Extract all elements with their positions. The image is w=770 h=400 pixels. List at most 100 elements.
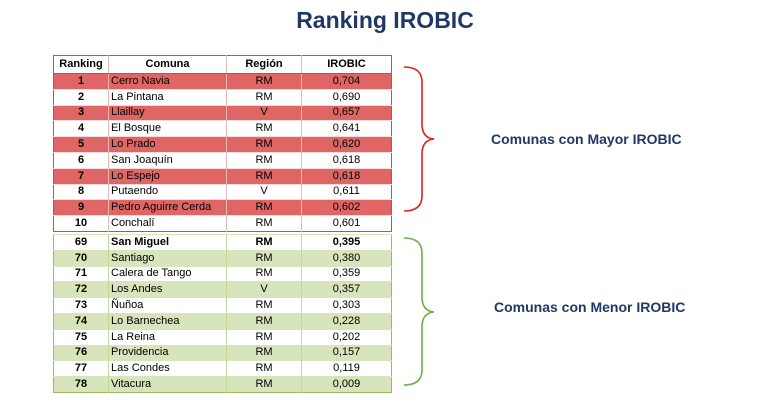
comuna-cell: Calera de Tango <box>108 265 227 282</box>
rank-cell: 75 <box>53 328 109 346</box>
rank-cell: 7 <box>53 167 109 185</box>
region-cell: RM <box>226 344 302 361</box>
rank-cell: 4 <box>53 120 109 137</box>
region-cell: RM <box>226 151 302 169</box>
table-header-row: Ranking Comuna Región IROBIC <box>53 55 392 74</box>
table-row: 77 Las Condes RM 0,119 <box>53 360 392 377</box>
irobic-cell: 0,228 <box>301 312 392 330</box>
irobic-cell: 0,641 <box>301 120 392 137</box>
rank-cell: 8 <box>53 183 109 200</box>
rank-cell: 3 <box>53 104 109 121</box>
bottom-ranking-table: 69 San Miguel RM 0,395 70 Santiago RM 0,380 71 Ca… <box>53 234 392 393</box>
region-cell: RM <box>226 360 302 377</box>
table-row: 6 San Joaquín RM 0,618 <box>53 151 392 169</box>
irobic-cell: 0,359 <box>301 265 392 282</box>
comuna-cell: San Joaquín <box>108 151 227 169</box>
comuna-cell: Llaillay <box>108 104 227 121</box>
comuna-cell: Providencia <box>108 344 227 361</box>
rank-cell: 1 <box>53 73 109 90</box>
comuna-cell: Lo Barnechea <box>108 312 227 330</box>
region-cell: RM <box>226 73 302 90</box>
table-row: 71 Calera de Tango RM 0,359 <box>53 265 392 282</box>
table-row: 7 Lo Espejo RM 0,618 <box>53 167 392 185</box>
irobic-cell: 0,602 <box>301 199 392 216</box>
rank-cell: 77 <box>53 360 109 377</box>
table-row: 73 Ñuñoa RM 0,303 <box>53 297 392 314</box>
top-brace <box>403 66 435 212</box>
irobic-cell: 0,009 <box>301 376 392 393</box>
region-cell: V <box>226 104 302 121</box>
table-row: 10 Conchalí RM 0,601 <box>53 215 392 232</box>
table-row: 9 Pedro Aguirre Cerda RM 0,602 <box>53 199 392 216</box>
bottom-table-body: 69 San Miguel RM 0,395 70 Santiago RM 0,380 71 Ca… <box>53 234 392 393</box>
region-cell: RM <box>226 199 302 216</box>
table-row: 4 El Bosque RM 0,641 <box>53 120 392 137</box>
comuna-cell: Putaendo <box>108 183 227 200</box>
table-row: 74 Lo Barnechea RM 0,228 <box>53 312 392 330</box>
table-row: 78 Vitacura RM 0,009 <box>53 376 392 393</box>
bottom-group-label: Comunas con Menor IROBIC <box>494 299 686 315</box>
rank-cell: 71 <box>53 265 109 282</box>
irobic-cell: 0,704 <box>301 73 392 90</box>
table-row: 75 La Reina RM 0,202 <box>53 328 392 346</box>
comuna-cell: Vitacura <box>108 376 227 393</box>
table-row: 3 Llaillay V 0,657 <box>53 104 392 121</box>
region-cell: RM <box>226 88 302 106</box>
table-row: 5 Lo Prado RM 0,620 <box>53 136 392 153</box>
rank-cell: 9 <box>53 199 109 216</box>
region-cell: RM <box>226 234 302 251</box>
top-group-label: Comunas con Mayor IROBIC <box>491 131 682 147</box>
comuna-cell: La Pintana <box>108 88 227 106</box>
region-cell: RM <box>226 136 302 153</box>
table-row: 76 Providencia RM 0,157 <box>53 344 392 361</box>
irobic-cell: 0,303 <box>301 297 392 314</box>
region-cell: RM <box>226 215 302 232</box>
rank-cell: 10 <box>53 215 109 232</box>
rank-cell: 5 <box>53 136 109 153</box>
comuna-cell: Lo Prado <box>108 136 227 153</box>
irobic-cell: 0,657 <box>301 104 392 121</box>
header-comuna: Comuna <box>108 55 227 74</box>
region-cell: RM <box>226 120 302 137</box>
region-cell: RM <box>226 297 302 314</box>
rank-cell: 73 <box>53 297 109 314</box>
header-ranking: Ranking <box>53 55 109 74</box>
region-cell: V <box>226 183 302 200</box>
comuna-cell: San Miguel <box>108 234 227 251</box>
irobic-cell: 0,601 <box>301 215 392 232</box>
table-row: 8 Putaendo V 0,611 <box>53 183 392 200</box>
comuna-cell: Ñuñoa <box>108 297 227 314</box>
region-cell: RM <box>226 265 302 282</box>
region-cell: RM <box>226 328 302 346</box>
region-cell: RM <box>226 376 302 393</box>
comuna-cell: Conchalí <box>108 215 227 232</box>
irobic-cell: 0,157 <box>301 344 392 361</box>
rank-cell: 76 <box>53 344 109 361</box>
irobic-cell: 0,618 <box>301 151 392 169</box>
table-row: 69 San Miguel RM 0,395 <box>53 234 392 251</box>
rank-cell: 69 <box>53 234 109 251</box>
region-cell: RM <box>226 249 302 267</box>
region-cell: RM <box>226 312 302 330</box>
irobic-cell: 0,119 <box>301 360 392 377</box>
page-title: Ranking IROBIC <box>296 7 474 33</box>
top-ranking-table: Ranking Comuna Región IROBIC 1 Cerro Navi… <box>53 55 392 232</box>
comuna-cell: Los Andes <box>108 281 227 298</box>
irobic-cell: 0,690 <box>301 88 392 106</box>
comuna-cell: La Reina <box>108 328 227 346</box>
comuna-cell: Santiago <box>108 249 227 267</box>
irobic-cell: 0,395 <box>301 234 392 251</box>
comuna-cell: Lo Espejo <box>108 167 227 185</box>
irobic-cell: 0,202 <box>301 328 392 346</box>
irobic-cell: 0,618 <box>301 167 392 185</box>
irobic-cell: 0,357 <box>301 281 392 298</box>
rank-cell: 74 <box>53 312 109 330</box>
region-cell: RM <box>226 167 302 185</box>
table-row: 1 Cerro Navia RM 0,704 <box>53 73 392 90</box>
table-row: 72 Los Andes V 0,357 <box>53 281 392 298</box>
table-row: 2 La Pintana RM 0,690 <box>53 88 392 106</box>
header-region: Región <box>226 55 302 74</box>
rank-cell: 70 <box>53 249 109 267</box>
bottom-brace <box>403 237 435 386</box>
header-irobic: IROBIC <box>301 55 392 74</box>
